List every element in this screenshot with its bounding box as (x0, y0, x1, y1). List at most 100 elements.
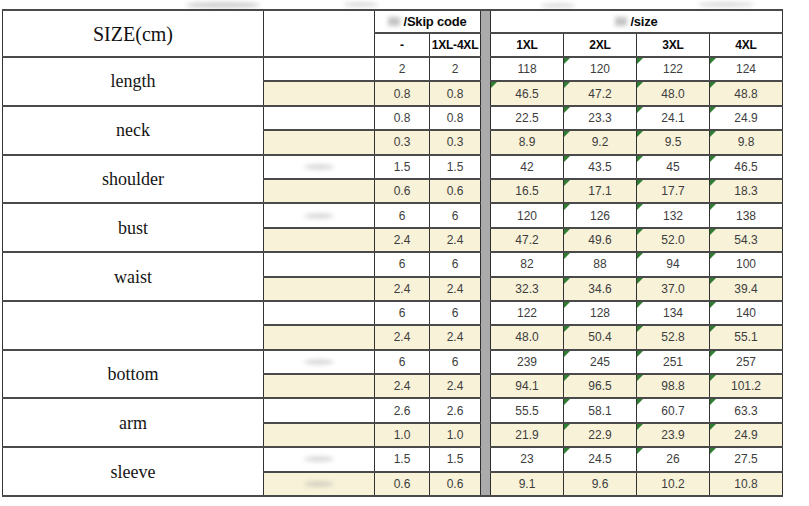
green-triangle-icon (564, 156, 570, 162)
green-triangle-icon (564, 131, 570, 137)
size-value-cell: 132 (637, 203, 710, 227)
blurred-character (615, 17, 627, 26)
table-row: neck0.80.822.523.324.124.9 (3, 106, 783, 130)
green-triangle-icon (637, 351, 643, 357)
cell-value: 23.3 (588, 111, 611, 125)
cell-value: 43.5 (588, 160, 611, 174)
col-header-1xl-4xl: 1XL-4XL (430, 33, 481, 57)
blank-cell (264, 374, 375, 398)
size-value-cell: 118 (491, 57, 564, 81)
green-triangle-icon (710, 180, 716, 186)
table-row: arm2.62.655.558.160.763.3 (3, 398, 783, 422)
size-value-cell: 10.8 (710, 472, 783, 496)
size-value-cell: 98.8 (637, 374, 710, 398)
green-triangle-icon (710, 82, 716, 88)
size-value-cell: 9.2 (564, 130, 637, 154)
cell-value: 39.4 (734, 282, 757, 296)
row-label: neck (3, 106, 264, 155)
table-row: sleeve1.51.52324.52627.5 (3, 447, 783, 471)
skip-value-cell: 1.0 (430, 423, 481, 447)
size-value-cell: 39.4 (710, 277, 783, 301)
green-triangle-icon (637, 399, 643, 405)
skip-value-cell: 1.5 (375, 447, 430, 471)
skip-value-cell: 2.4 (430, 228, 481, 252)
skip-value-cell: 2.6 (430, 398, 481, 422)
size-value-cell: 52.8 (637, 325, 710, 349)
cell-value: 52.8 (661, 330, 684, 344)
size-value-cell: 55.1 (710, 325, 783, 349)
green-triangle-icon (637, 180, 643, 186)
green-triangle-icon (564, 204, 570, 210)
col-header-dash: - (375, 33, 430, 57)
cell-value: 96.5 (588, 379, 611, 393)
cell-value: 94.1 (515, 379, 538, 393)
size-value-cell: 50.4 (564, 325, 637, 349)
size-value-cell: 34.6 (564, 277, 637, 301)
cell-value: 100 (736, 257, 756, 271)
size-value-cell: 24.1 (637, 106, 710, 130)
cell-value: 132 (663, 209, 683, 223)
green-triangle-icon (564, 424, 570, 430)
skip-value-cell: 0.3 (375, 130, 430, 154)
cell-value: 10.8 (734, 477, 757, 491)
cell-value: 22.9 (588, 428, 611, 442)
table-row: bottom66239245251257 (3, 350, 783, 374)
size-value-cell: 55.5 (491, 398, 564, 422)
size-value-cell: 52.0 (637, 228, 710, 252)
skip-value-cell: 6 (375, 350, 430, 374)
size-value-cell: 60.7 (637, 398, 710, 422)
green-triangle-icon (564, 180, 570, 186)
size-value-cell: 24.5 (564, 447, 637, 471)
size-value-cell: 49.6 (564, 228, 637, 252)
cell-value: 24.1 (661, 111, 684, 125)
blank-cell (264, 350, 375, 374)
size-value-cell: 42 (491, 155, 564, 179)
cell-value: 122 (517, 306, 537, 320)
green-triangle-icon (710, 229, 716, 235)
cell-value: 37.0 (661, 282, 684, 296)
green-triangle-icon (710, 253, 716, 259)
green-triangle-icon (637, 375, 643, 381)
skip-value-cell: 1.0 (375, 423, 430, 447)
skip-value-cell: 2.4 (375, 374, 430, 398)
cell-value: 48.0 (515, 330, 538, 344)
row-label: bottom (3, 350, 264, 399)
table-row: length22118120122124 (3, 57, 783, 81)
green-triangle-icon (710, 156, 716, 162)
blurred-text-smudge (186, 2, 260, 8)
skip-value-cell: 1.5 (375, 155, 430, 179)
size-value-cell: 63.3 (710, 398, 783, 422)
size-value-cell: 251 (637, 350, 710, 374)
cell-value: 245 (590, 355, 610, 369)
cell-value: 82 (520, 257, 533, 271)
row-label: length (3, 57, 264, 106)
skip-value-cell: 2 (430, 57, 481, 81)
skip-code-header: /Skip code (375, 10, 481, 33)
blurred-text-smudge (698, 2, 754, 7)
green-triangle-icon (710, 278, 716, 284)
blank-cell (264, 398, 375, 422)
size-value-cell: 94 (637, 252, 710, 276)
blank-cell (264, 301, 375, 325)
cell-value: 52.0 (661, 233, 684, 247)
blank-cell (264, 325, 375, 349)
size-value-cell: 82 (491, 252, 564, 276)
cell-value: 140 (736, 306, 756, 320)
cell-value: 10.2 (661, 477, 684, 491)
cell-value: 9.8 (738, 135, 755, 149)
cell-value: 55.5 (515, 404, 538, 418)
cell-value: 138 (736, 209, 756, 223)
green-triangle-icon (710, 131, 716, 137)
size-value-cell: 138 (710, 203, 783, 227)
green-triangle-icon (564, 399, 570, 405)
skip-value-cell: 0.6 (375, 179, 430, 203)
size-value-cell: 134 (637, 301, 710, 325)
blank-column-header (264, 10, 375, 57)
skip-value-cell: 6 (430, 350, 481, 374)
cell-value: 47.2 (515, 233, 538, 247)
cell-value: 49.6 (588, 233, 611, 247)
size-value-cell: 10.2 (637, 472, 710, 496)
size-value-cell: 24.9 (710, 106, 783, 130)
size-value-cell: 126 (564, 203, 637, 227)
green-triangle-icon (710, 326, 716, 332)
